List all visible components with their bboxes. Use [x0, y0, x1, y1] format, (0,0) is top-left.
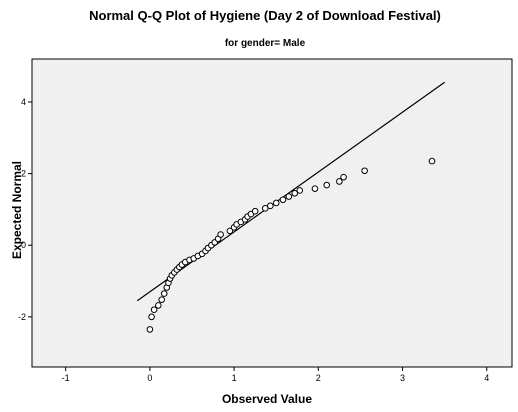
data-point [311, 185, 319, 192]
data-point [146, 326, 154, 333]
x-tick-label: -1 [62, 373, 70, 383]
data-point [323, 181, 331, 189]
x-tick-label: 1 [232, 373, 237, 383]
x-axis-ticks: -1 0 1 2 3 4 [62, 367, 489, 383]
y-axis-ticks: -2 0 2 4 [18, 97, 32, 322]
data-point [251, 207, 259, 215]
y-axis-label: Expected Normal [10, 161, 24, 259]
data-point [217, 231, 224, 238]
data-point [267, 202, 274, 210]
data-point [148, 313, 155, 321]
x-tick-label: 4 [484, 373, 489, 383]
x-axis-label: Observed Value [222, 392, 312, 406]
data-point [361, 167, 368, 175]
data-point [272, 199, 280, 207]
data-points [146, 157, 436, 333]
data-point [261, 205, 269, 212]
x-tick-label: 3 [400, 373, 405, 383]
data-point [158, 296, 165, 303]
y-tick-label: 0 [21, 240, 26, 250]
reference-line [136, 81, 445, 302]
chart-title: Normal Q-Q Plot of Hygiene (Day 2 of Dow… [89, 8, 441, 23]
data-point [340, 173, 347, 181]
data-point [160, 290, 168, 297]
plot-area [31, 58, 513, 368]
y-tick-label: 2 [21, 169, 26, 179]
y-tick-label: 4 [21, 97, 26, 107]
data-point [428, 157, 436, 165]
data-point [291, 190, 299, 197]
data-point [296, 187, 304, 194]
data-point [336, 178, 343, 185]
y-tick-label: -2 [18, 312, 26, 322]
data-point [155, 302, 162, 309]
data-point [279, 196, 287, 204]
chart-subtitle: for gender= Male [225, 38, 306, 49]
x-tick-label: 2 [316, 373, 321, 383]
data-point [285, 193, 293, 200]
data-point [226, 227, 234, 235]
data-point [150, 306, 158, 313]
x-tick-label: 0 [147, 373, 152, 383]
